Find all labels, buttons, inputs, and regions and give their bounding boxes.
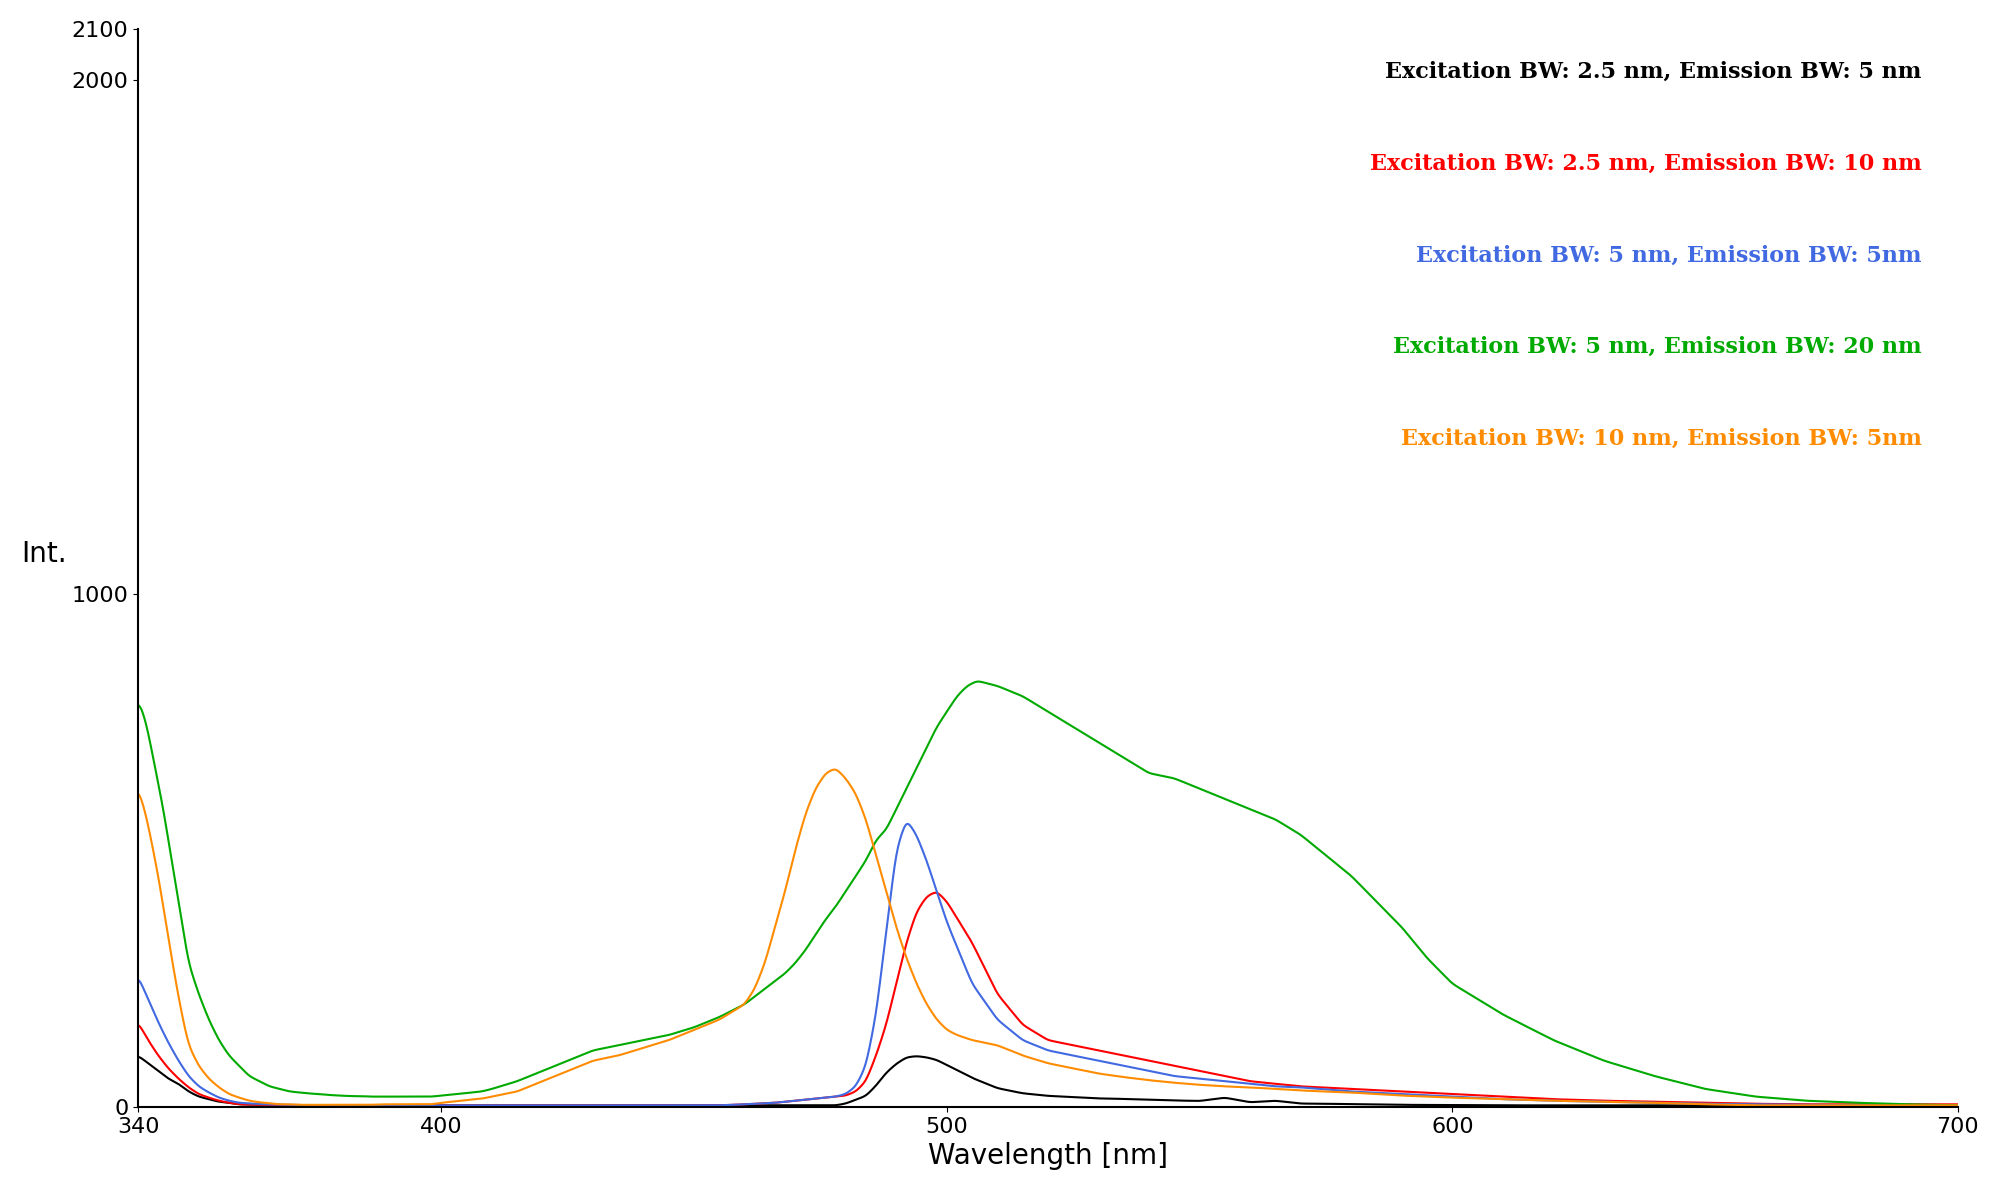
Text: Excitation BW: 2.5 nm, Emission BW: 5 nm: Excitation BW: 2.5 nm, Emission BW: 5 nm: [1386, 61, 1922, 83]
Text: Excitation BW: 5 nm, Emission BW: 20 nm: Excitation BW: 5 nm, Emission BW: 20 nm: [1392, 336, 1922, 358]
Text: Excitation BW: 10 nm, Emission BW: 5nm: Excitation BW: 10 nm, Emission BW: 5nm: [1400, 428, 1922, 450]
Text: Excitation BW: 5 nm, Emission BW: 5nm: Excitation BW: 5 nm, Emission BW: 5nm: [1416, 244, 1922, 267]
X-axis label: Wavelength [nm]: Wavelength [nm]: [928, 1142, 1168, 1171]
Y-axis label: Int.: Int.: [20, 540, 66, 568]
Text: Excitation BW: 2.5 nm, Emission BW: 10 nm: Excitation BW: 2.5 nm, Emission BW: 10 n…: [1370, 152, 1922, 175]
